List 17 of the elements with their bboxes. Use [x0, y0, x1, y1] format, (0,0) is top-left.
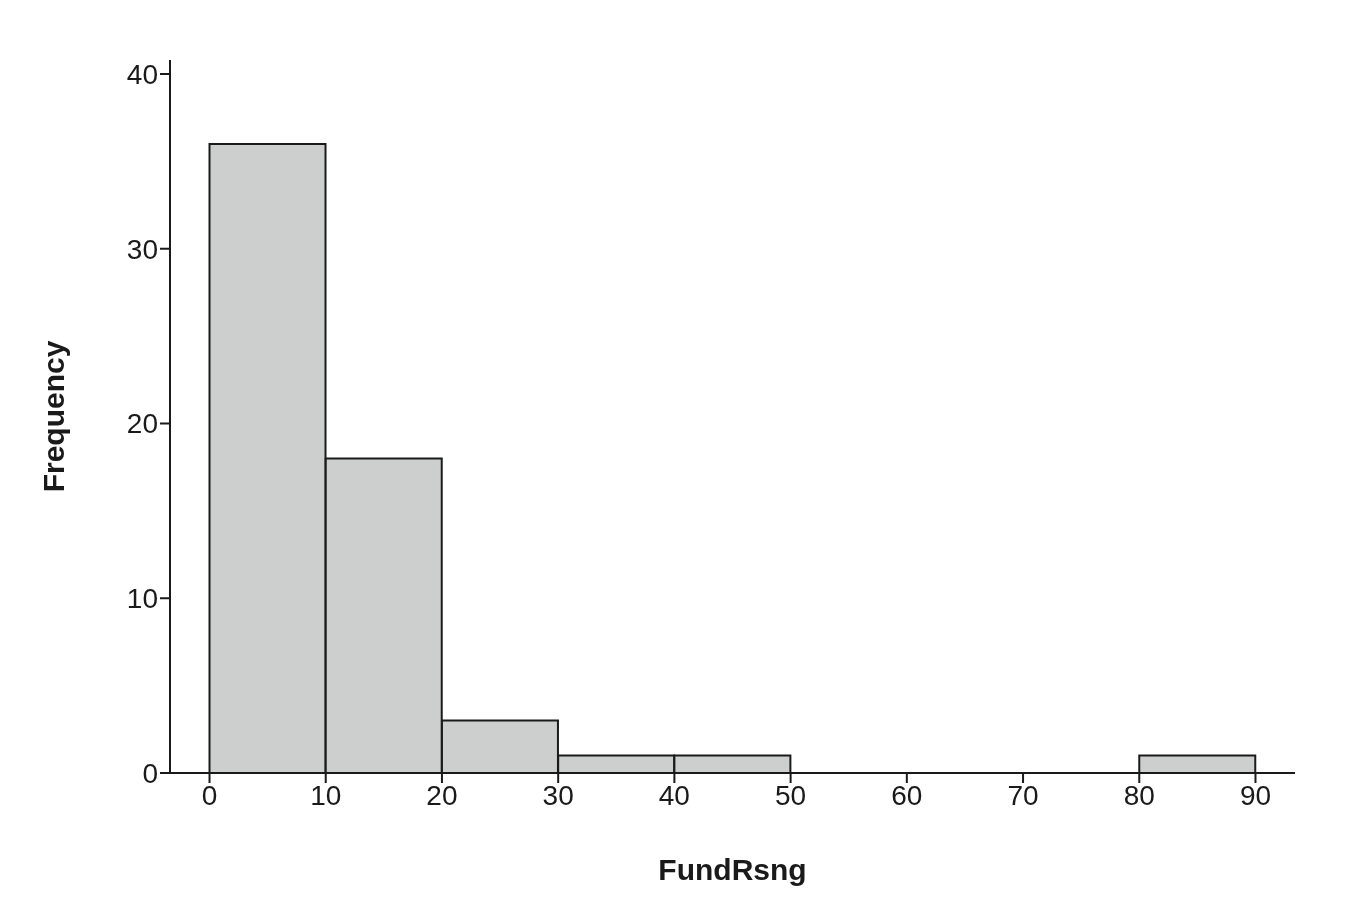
x-axis-title: FundRsng	[658, 853, 807, 886]
y-tick-label: 40	[126, 58, 158, 90]
x-tick-label: 30	[542, 779, 574, 811]
x-tick-label: 10	[310, 779, 342, 811]
y-tick-label: 20	[126, 408, 158, 440]
y-tick-label: 10	[126, 583, 158, 615]
y-axis-title: Frequency	[36, 340, 70, 493]
x-tick-label: 50	[775, 779, 807, 811]
x-tick-label: 90	[1239, 779, 1272, 811]
y-tick-label: 0	[142, 757, 158, 789]
x-tick-label: 80	[1123, 779, 1155, 811]
x-tick-label: 40	[658, 779, 690, 811]
y-tick-label: 30	[126, 233, 158, 265]
x-tick-label: 0	[201, 779, 218, 811]
x-tick-label: 20	[426, 779, 458, 811]
x-tick-label: 60	[891, 779, 923, 811]
x-tick-label: 70	[1007, 779, 1039, 811]
